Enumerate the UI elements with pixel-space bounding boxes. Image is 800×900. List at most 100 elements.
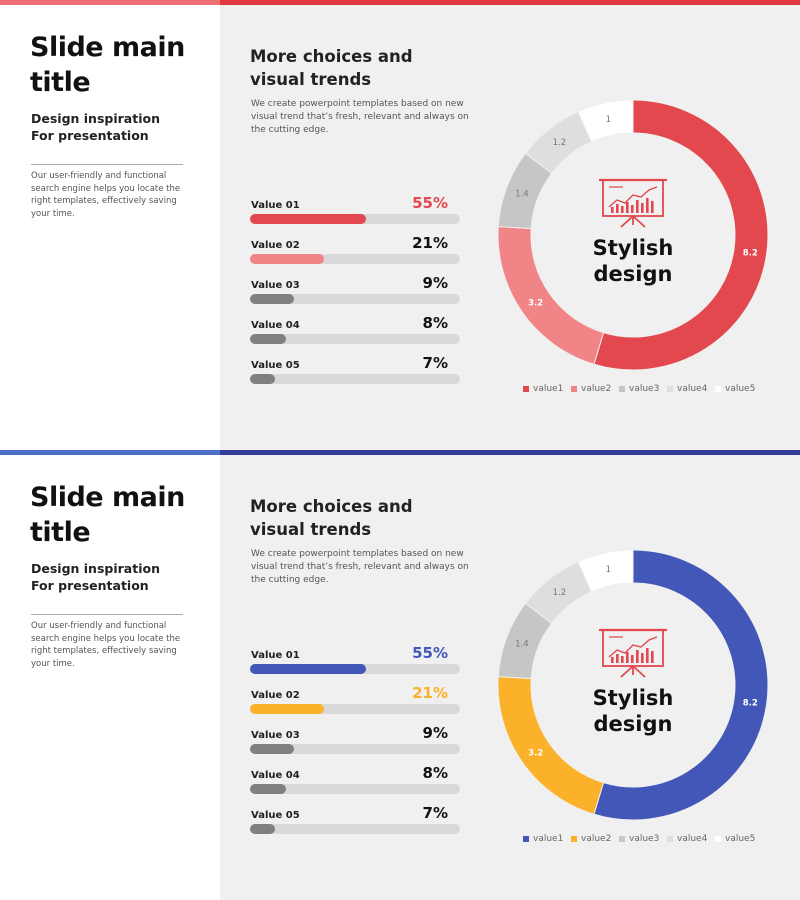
chart-legend: value1 value2 value3 value4 value5 [523,832,783,846]
progress-fill [250,824,276,834]
section-description: We create powerpoint templates based on … [251,99,469,135]
progress-label: Value 01 [251,200,300,211]
slide-2: Slide main title Design inspiration For … [0,450,800,900]
progress-track [250,704,460,714]
legend-label: value2 [581,834,612,844]
donut-center-text: design [594,712,673,736]
legend-swatch [571,836,577,842]
progress-label: Value 05 [251,360,300,371]
donut-segment-value2 [497,225,605,365]
progress-fill [250,334,286,344]
legend-swatch [715,836,721,842]
section-heading: More choices and visual trends [250,47,413,89]
progress-label: Value 04 [251,770,300,781]
top-accent-bar [0,450,800,455]
progress-label: Value 02 [251,690,300,701]
progress-fill [250,784,286,794]
donut-value-label: 8.2 [743,248,758,258]
legend-swatch [715,386,721,392]
legend-swatch [571,386,577,392]
donut-value-label: 3.2 [528,299,543,309]
legend-label: value3 [629,384,660,394]
progress-fill [250,374,276,384]
progress-percent: 7% [422,804,448,822]
progress-percent: 55% [412,194,448,212]
donut-value-label: 1.4 [515,640,529,650]
board-bars-icon [611,648,654,663]
progress-row: Value 05 7% [250,804,460,836]
progress-label: Value 03 [251,730,300,741]
progress-fill [250,294,295,304]
progress-track [250,334,460,344]
progress-row: Value 01 55% [250,194,460,226]
section-description: We create powerpoint templates based on … [251,549,469,585]
donut-value-label: 1.4 [515,190,529,200]
legend-label: value4 [677,384,708,394]
progress-label: Value 01 [251,650,300,661]
progress-percent: 9% [422,724,448,742]
title-divider [31,164,183,165]
donut-value-label: 1.2 [553,588,567,598]
section-heading: More choices and visual trends [250,497,413,539]
progress-percent: 21% [412,234,448,252]
slide-subtitle: Design inspiration For presentation [31,111,160,143]
legend-label: value4 [677,834,708,844]
progress-fill [250,254,324,264]
progress-label: Value 03 [251,280,300,291]
donut-center-text: design [594,262,673,286]
progress-percent: 8% [422,314,448,332]
progress-fill [250,744,295,754]
chart-legend: value1 value2 value3 value4 value5 [523,382,783,396]
slide-main-title: Slide main title [30,482,185,548]
progress-percent: 7% [422,354,448,372]
donut-segment-value5 [577,99,634,143]
left-panel [0,5,220,450]
progress-row: Value 03 9% [250,724,460,756]
progress-track [250,824,460,834]
legend-label: value2 [581,384,612,394]
progress-track [250,214,460,224]
progress-percent: 8% [422,764,448,782]
legend-swatch [523,836,529,842]
donut-segment-value5 [577,549,634,593]
legend-swatch [667,836,673,842]
legend-label: value1 [533,384,564,394]
donut-center-text: Stylish [593,236,674,260]
left-panel [0,455,220,900]
progress-track [250,294,460,304]
progress-fill [250,704,324,714]
donut-value-label: 1 [606,565,611,575]
progress-row: Value 03 9% [250,274,460,306]
legend-label: value5 [725,834,756,844]
progress-percent: 21% [412,684,448,702]
legend-label: value3 [629,834,660,844]
slide-subtitle: Design inspiration For presentation [31,561,160,593]
progress-fill [250,214,366,224]
donut-center-text: Stylish [593,686,674,710]
presentation-board-icon [599,178,667,228]
legend-swatch [523,386,529,392]
slide-1: Slide main title Design inspiration For … [0,0,800,450]
donut-segment-value1 [593,99,769,371]
progress-track [250,784,460,794]
title-divider [31,614,183,615]
progress-track [250,744,460,754]
donut-value-label: 3.2 [528,749,543,759]
slide-main-title: Slide main title [30,32,185,98]
progress-row: Value 05 7% [250,354,460,386]
donut-segment-value2 [497,675,605,815]
progress-row: Value 02 21% [250,234,460,266]
legend-label: value5 [725,384,756,394]
top-accent-bar [0,0,800,5]
progress-label: Value 04 [251,320,300,331]
legend-label: value1 [533,834,564,844]
board-bars-icon [611,198,654,213]
donut-value-label: 1.2 [553,138,567,148]
progress-track [250,254,460,264]
progress-row: Value 01 55% [250,644,460,676]
progress-label: Value 05 [251,810,300,821]
progress-track [250,374,460,384]
legend-swatch [619,386,625,392]
